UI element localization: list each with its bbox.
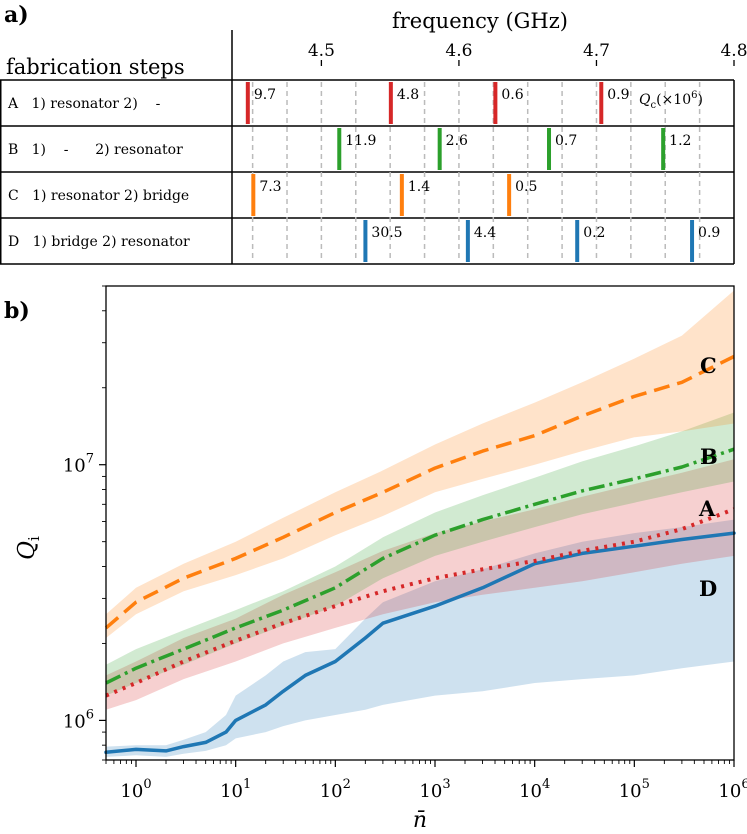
- qc-value-label: 7.3: [259, 179, 281, 195]
- frequency-tick-label: 4.8: [720, 41, 747, 61]
- x-tick-label: 105: [619, 777, 650, 802]
- resonance-bar-b: [547, 128, 552, 170]
- row-b-label: B 1) - 2) resonator: [8, 142, 183, 158]
- x-tick-label: 104: [519, 777, 550, 802]
- x-axis-ticks: 100 101 102 103 104 105 106: [105, 760, 747, 802]
- qc-legend: Qc(×106): [639, 90, 703, 111]
- line-d: [104, 531, 736, 755]
- qc-value-label: 1.2: [669, 133, 691, 149]
- frequency-tick-label: 4.5: [308, 41, 335, 61]
- qc-value-label: 11.9: [345, 133, 376, 149]
- x-tick-label: 101: [220, 777, 251, 802]
- resonance-bar-c: [507, 174, 512, 216]
- resonance-bar-b: [437, 128, 442, 170]
- frequency-tick-label: 4.7: [583, 41, 610, 61]
- resonance-bar-c: [399, 174, 404, 216]
- series-label-a: A: [698, 496, 716, 521]
- band-a: [106, 459, 734, 710]
- resonance-bar-a: [599, 82, 604, 124]
- qc-value-label: 0.9: [607, 87, 629, 103]
- qc-value-label: 4.8: [397, 87, 419, 103]
- resonance-bar-a: [388, 82, 393, 124]
- y-tick-label: 106: [63, 707, 94, 732]
- frequency-gridlines: [251, 82, 701, 262]
- row-d-label: D 1) bridge 2) resonator: [8, 234, 190, 250]
- resonance-bar-a: [493, 82, 498, 124]
- series-label-d: D: [699, 576, 717, 601]
- fabrication-table: [0, 30, 735, 265]
- x-tick-label: 100: [120, 777, 151, 802]
- row-c-label: C 1) resonator 2) bridge: [8, 188, 189, 204]
- fabrication-steps-header: fabrication steps: [6, 55, 185, 79]
- resonance-bar-a: [245, 82, 250, 124]
- x-tick-label: 103: [419, 777, 450, 802]
- qc-value-label: 4.4: [474, 225, 496, 241]
- resonance-bar-d: [465, 220, 470, 262]
- frequency-axis-title: frequency (GHz): [392, 9, 568, 33]
- frequency-ticks: 4.5 4.6 4.7 4.8: [308, 41, 747, 66]
- qc-value-label: 30.5: [371, 225, 402, 241]
- x-axis-label: n̄: [413, 808, 427, 833]
- resonance-bar-d: [575, 220, 580, 262]
- y-axis-label: Qi: [14, 536, 43, 560]
- frequency-tick-label: 4.6: [445, 41, 472, 61]
- qc-value-label: 2.6: [446, 133, 468, 149]
- row-a-label: A 1) resonator 2) -: [7, 96, 161, 112]
- resonance-bar-d: [363, 220, 368, 262]
- band-c: [106, 290, 734, 638]
- resonance-bar-b: [337, 128, 342, 170]
- resonance-marks: 9.7 4.8 0.6 0.9 11.9 2.6 0.7 1.2 7.3 1.4 0.5 30.5 4.…: [245, 82, 720, 262]
- panel-b-label: b): [4, 298, 30, 324]
- band-d: [106, 519, 734, 757]
- confidence-bands: [106, 290, 734, 757]
- qc-value-label: 0.9: [698, 225, 720, 241]
- qc-value-label: 1.4: [408, 179, 430, 195]
- y-tick-label: 107: [63, 452, 94, 477]
- panel-a-label: a): [4, 2, 29, 28]
- y-axis-ticks: 106 107: [63, 285, 106, 761]
- qc-value-label: 0.7: [555, 133, 577, 149]
- qc-value-label: 0.2: [583, 225, 605, 241]
- series-label-b: B: [700, 444, 718, 469]
- resonance-bar-d: [690, 220, 695, 262]
- qc-value-label: 0.6: [501, 87, 523, 103]
- x-tick-label: 102: [320, 777, 351, 802]
- band-b: [106, 412, 734, 696]
- series-lines: [104, 354, 736, 755]
- x-tick-label: 106: [718, 777, 747, 802]
- resonance-bar-c: [251, 174, 256, 216]
- qc-value-label: 0.5: [515, 179, 537, 195]
- series-label-c: C: [700, 353, 717, 378]
- resonance-bar-b: [661, 128, 666, 170]
- qc-value-label: 9.7: [254, 87, 276, 103]
- line-c: [104, 354, 735, 630]
- line-b: [105, 447, 735, 685]
